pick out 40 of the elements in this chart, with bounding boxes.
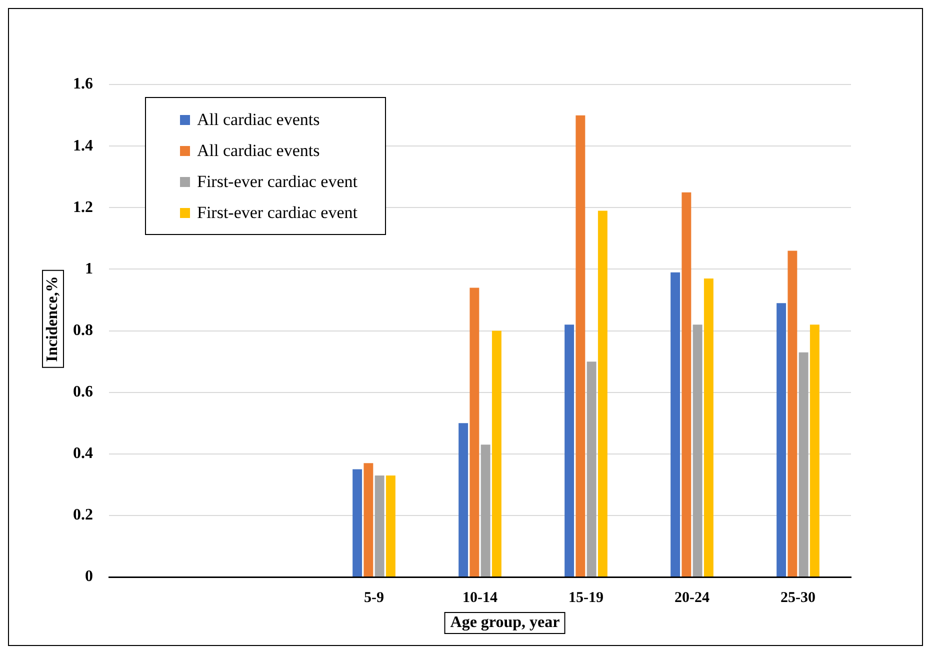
bar xyxy=(682,192,692,576)
x-tick-label: 15-19 xyxy=(568,590,604,606)
bar xyxy=(470,288,480,576)
legend-label: All cardiac events xyxy=(197,140,320,160)
bar xyxy=(598,210,608,576)
bar xyxy=(586,362,596,576)
x-tick-label: 5-9 xyxy=(364,590,384,606)
y-tick-label: 0.8 xyxy=(73,322,93,339)
x-axis-title: Age group, year xyxy=(444,612,566,634)
legend-label: First-ever cardiac event xyxy=(197,172,358,192)
x-tick-label: 20-24 xyxy=(674,590,710,606)
x-tick-label: 10-14 xyxy=(462,590,498,606)
bar xyxy=(364,463,374,576)
bar xyxy=(374,475,384,576)
bar xyxy=(670,272,680,576)
bar xyxy=(788,250,798,576)
y-tick-label: 0 xyxy=(85,568,93,586)
bar xyxy=(386,475,396,576)
y-tick-label: 1.4 xyxy=(73,137,93,154)
bar xyxy=(458,423,468,576)
y-tick-label: 1.6 xyxy=(73,76,93,93)
bar xyxy=(576,115,586,576)
bar xyxy=(798,352,808,576)
bar xyxy=(776,303,786,576)
y-tick-label: 1.2 xyxy=(73,198,93,216)
y-axis-title: Incidence,% xyxy=(42,270,64,368)
bar xyxy=(810,324,820,576)
legend-label: First-ever cardiac event xyxy=(197,202,358,222)
bar xyxy=(352,469,362,576)
y-tick-label: 0.6 xyxy=(73,383,93,400)
bar xyxy=(692,324,702,576)
bar xyxy=(564,324,574,576)
y-tick-label: 1 xyxy=(85,260,93,278)
bar xyxy=(492,330,502,576)
y-tick-label: 0.4 xyxy=(73,445,93,462)
x-tick-label: 25-30 xyxy=(780,590,816,606)
y-tick-label: 0.2 xyxy=(73,506,93,524)
legend-label: All cardiac events xyxy=(197,110,320,130)
bar xyxy=(480,444,490,576)
bar xyxy=(704,278,714,576)
